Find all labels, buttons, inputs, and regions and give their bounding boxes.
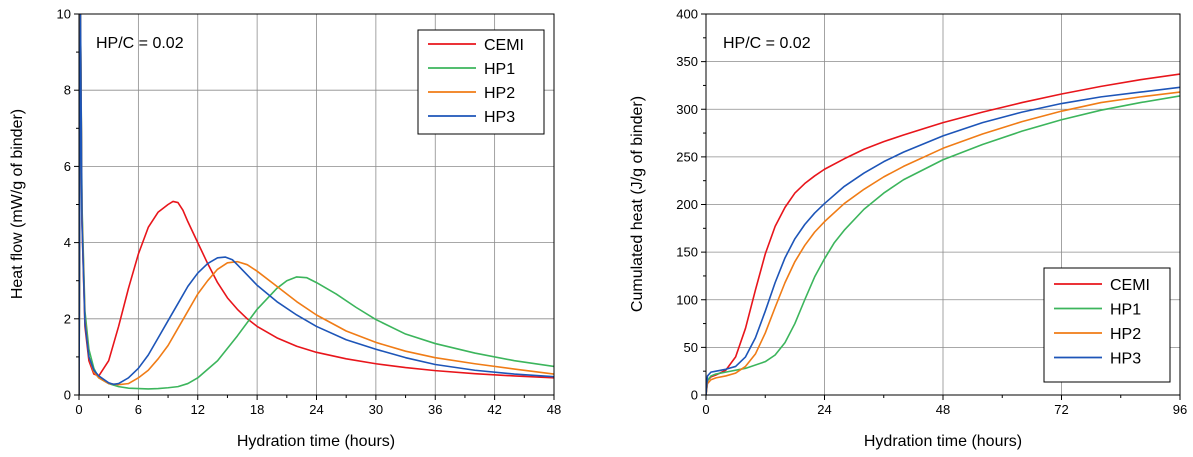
cumulated-heat-legend-label-hp1: HP1 xyxy=(1110,302,1141,319)
heat-flow-y-tick-label: 8 xyxy=(64,83,71,98)
heat-flow-legend-label-cemi: CEMI xyxy=(484,37,524,54)
heat-flow-series-hp2 xyxy=(79,14,554,395)
heat-flow-x-tick-label: 0 xyxy=(75,402,82,417)
heat-flow-annotation: HP/C = 0.02 xyxy=(96,35,184,52)
cumulated-heat-y-tick-label: 300 xyxy=(676,102,698,117)
cumulated-heat-y-tick-label: 100 xyxy=(676,292,698,307)
cumulated-heat-x-tick-label: 72 xyxy=(1054,402,1068,417)
cumulated-heat-y-tick-label: 400 xyxy=(676,7,698,22)
cumulated-heat-x-tick-label: 24 xyxy=(817,402,831,417)
heat-flow-x-tick-label: 42 xyxy=(487,402,501,417)
cumulated-heat-series-hp3 xyxy=(706,86,1180,395)
cumulated-heat-y-tick-label: 350 xyxy=(676,54,698,69)
heat-flow-legend-box xyxy=(417,29,545,135)
heat-flow-series-group xyxy=(79,14,554,395)
cumulated-heat-chart: 0 24 48 72 96 0 50 100 150 200 250 300 350 400 HP/C =… xyxy=(629,7,1187,451)
cumulated-heat-y-tick-label: 150 xyxy=(676,245,698,260)
cumulated-heat-annotation: HP/C = 0.02 xyxy=(723,35,811,52)
heat-flow-x-tick-label: 12 xyxy=(191,402,205,417)
cumulated-heat-series-hp2 xyxy=(706,91,1180,395)
cumulated-heat-y-tick-label: 250 xyxy=(676,149,698,164)
heat-flow-legend-label-hp2: HP2 xyxy=(484,85,515,102)
cumulated-heat-legend-label-hp2: HP2 xyxy=(1110,326,1141,343)
heat-flow-x-tick-label: 30 xyxy=(369,402,383,417)
cumulated-heat-y-axis-label: Cumulated heat (J/g of binder) xyxy=(629,96,646,312)
cumulated-heat-legend-label-hp3: HP3 xyxy=(1110,351,1141,368)
heat-flow-x-tick-label: 18 xyxy=(250,402,264,417)
heat-flow-y-tick-label: 4 xyxy=(64,235,71,250)
cumulated-heat-y-tick-label: 0 xyxy=(691,388,698,403)
cumulated-heat-legend-box xyxy=(1043,267,1171,383)
cumulated-heat-series-hp1 xyxy=(706,95,1180,395)
cumulated-heat-ticks: 0 24 48 72 96 0 50 100 150 200 250 300 350 400 xyxy=(676,7,1187,418)
heat-flow-x-tick-label: 24 xyxy=(309,402,323,417)
heat-flow-x-axis-label: Hydration time (hours) xyxy=(237,433,395,450)
heat-flow-series-hp3 xyxy=(79,14,554,395)
cumulated-heat-series-group xyxy=(706,73,1180,395)
cumulated-heat-x-tick-label: 96 xyxy=(1173,402,1187,417)
heat-flow-x-tick-label: 6 xyxy=(135,402,142,417)
heat-flow-legend-label-hp3: HP3 xyxy=(484,109,515,126)
heat-flow-y-tick-label: 2 xyxy=(64,311,71,326)
heat-flow-y-axis-label: Heat flow (mW/g of binder) xyxy=(9,109,26,299)
heat-flow-x-tick-label: 48 xyxy=(547,402,561,417)
cumulated-heat-y-tick-label: 200 xyxy=(676,197,698,212)
cumulated-heat-y-tick-label: 50 xyxy=(684,340,698,355)
cumulated-heat-grid xyxy=(706,14,1180,395)
heat-flow-y-tick-label: 6 xyxy=(64,159,71,174)
heat-flow-x-tick-label: 36 xyxy=(428,402,442,417)
cumulated-heat-x-axis-label: Hydration time (hours) xyxy=(864,433,1022,450)
heat-flow-legend-label-hp1: HP1 xyxy=(484,61,515,78)
heat-flow-y-tick-label: 0 xyxy=(64,388,71,403)
cumulated-heat-legend-label-cemi: CEMI xyxy=(1110,277,1150,294)
cumulated-heat-x-tick-label: 48 xyxy=(936,402,950,417)
cumulated-heat-legend: CEMI HP1 HP2 HP3 xyxy=(1043,267,1171,383)
heat-flow-legend: CEMI HP1 HP2 HP3 xyxy=(417,29,545,135)
heat-flow-y-tick-label: 10 xyxy=(57,7,71,22)
cumulated-heat-x-tick-label: 0 xyxy=(702,402,709,417)
